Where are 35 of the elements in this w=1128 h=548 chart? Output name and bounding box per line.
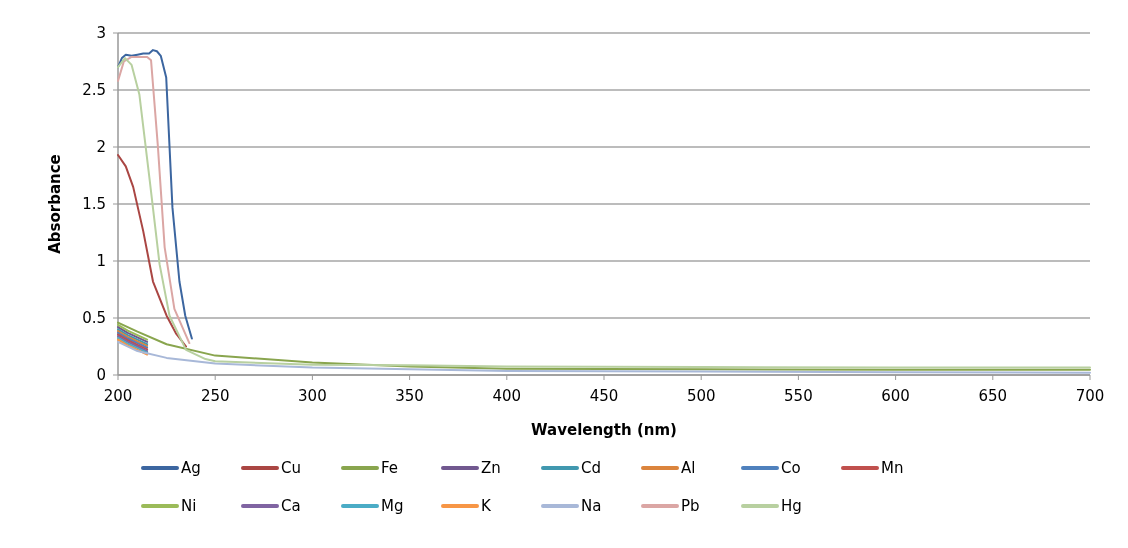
x-tick-label: 450 xyxy=(589,387,619,405)
y-tick-label: 0.5 xyxy=(82,309,106,327)
legend-label: Mn xyxy=(881,459,904,477)
y-tick-label: 2.5 xyxy=(82,81,106,99)
legend-label: Cu xyxy=(281,459,301,477)
y-tick-label: 2 xyxy=(96,138,106,156)
legend-label: K xyxy=(481,497,492,515)
y-tick-label: 3 xyxy=(96,24,106,42)
legend-label: Pb xyxy=(681,497,700,515)
y-tick-label: 1.5 xyxy=(82,195,106,213)
legend-label: Zn xyxy=(481,459,501,477)
legend-label: Co xyxy=(781,459,801,477)
legend-label: Al xyxy=(681,459,696,477)
x-tick-label: 350 xyxy=(395,387,424,405)
x-tick-label: 200 xyxy=(103,387,133,405)
legend-label: Ag xyxy=(181,459,201,477)
legend-label: Ca xyxy=(281,497,301,515)
legend-label: Na xyxy=(581,497,602,515)
legend-label: Mg xyxy=(381,497,404,515)
y-axis-title: Absorbance xyxy=(46,154,64,254)
y-tick-label: 0 xyxy=(96,366,106,384)
x-tick-label: 650 xyxy=(978,387,1008,405)
legend-label: Ni xyxy=(181,497,197,515)
legend-label: Cd xyxy=(581,459,601,477)
y-tick-label: 1 xyxy=(96,252,106,270)
x-tick-label: 250 xyxy=(200,387,230,405)
legend-label: Hg xyxy=(781,497,802,515)
x-tick-label: 600 xyxy=(881,387,910,405)
x-tick-label: 500 xyxy=(686,387,716,405)
x-tick-label: 400 xyxy=(492,387,522,405)
x-tick-label: 700 xyxy=(1075,387,1105,405)
x-axis-title: Wavelength (nm) xyxy=(531,421,677,439)
x-tick-label: 550 xyxy=(784,387,813,405)
legend-label: Fe xyxy=(381,459,399,477)
x-tick-label: 300 xyxy=(298,387,327,405)
